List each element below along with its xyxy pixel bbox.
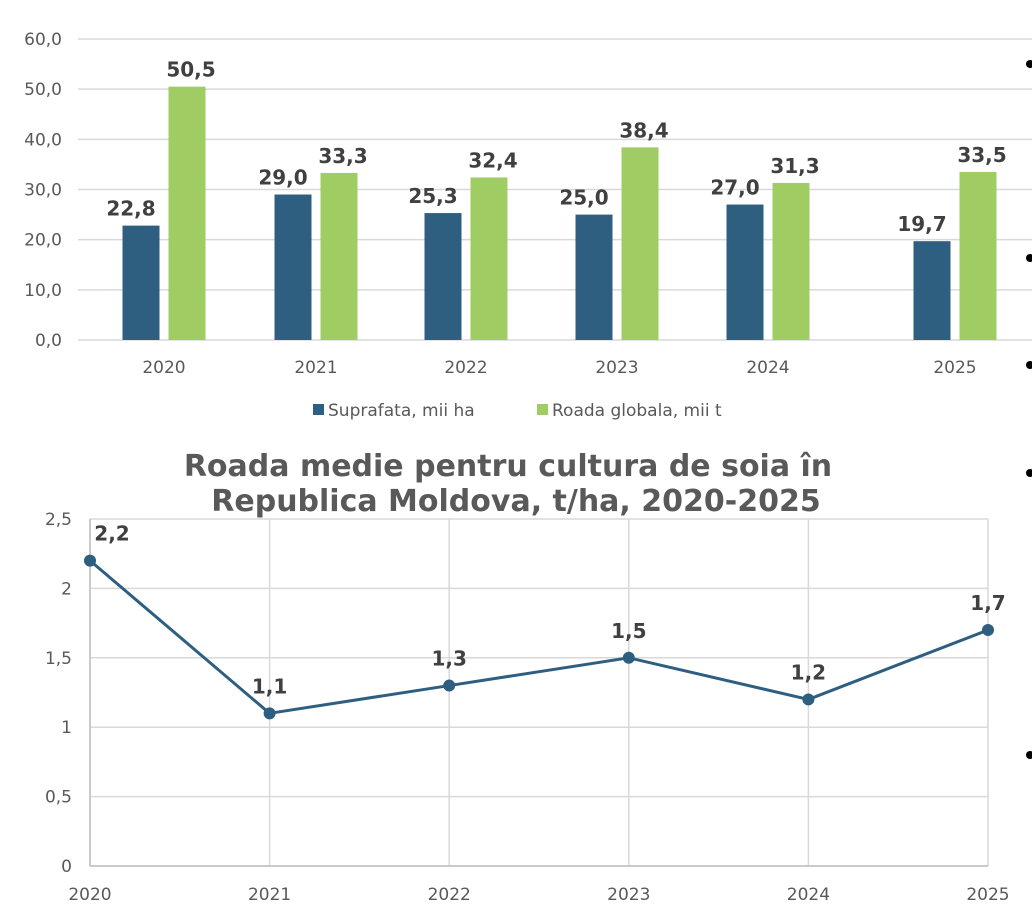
line-x-tick-label: 2024	[787, 885, 830, 905]
data-label-roada-globala-2023: 38,4	[619, 118, 668, 142]
bar-y-tick-label: 0,0	[35, 331, 62, 351]
line-point-2024	[802, 693, 815, 706]
bar-roada-globala-2021	[320, 172, 358, 340]
data-label-suprafata-2021: 29,0	[258, 166, 307, 190]
bar-roada-globala-2024	[772, 182, 810, 340]
bar-roada-globala-2025	[959, 171, 997, 340]
line-y-tick-label: 1,5	[45, 649, 72, 669]
line-chart-data-labels: 2,2 1,1 1,3 1,5 1,2 1,7	[94, 522, 1005, 699]
line-y-tick-label: 2,5	[45, 510, 72, 530]
bar-x-tick-label: 2024	[746, 358, 789, 378]
line-y-tick-label: 2	[61, 579, 72, 599]
line-data-label-2024: 1,2	[791, 660, 826, 684]
line-data-label-2025: 1,7	[970, 591, 1005, 615]
line-y-tick-label: 0,5	[45, 788, 72, 808]
data-label-roada-globala-2025: 33,5	[957, 143, 1006, 167]
bar-y-tick-label: 40,0	[24, 130, 62, 150]
line-chart-title-line-2: Republica Moldova, t/ha, 2020-2025	[211, 484, 820, 519]
bar-x-tick-label: 2021	[294, 358, 337, 378]
data-label-roada-globala-2024: 31,3	[770, 154, 819, 178]
line-chart-title-line-1: Roada medie pentru cultura de soia în	[184, 449, 832, 484]
line-y-tick-label: 0	[61, 857, 72, 877]
line-data-label-2022: 1,3	[431, 647, 466, 671]
legend-label-suprafata: Suprafata, mii ha	[328, 401, 475, 421]
line-chart-gridlines	[89, 518, 989, 867]
bar-x-tick-label: 2020	[142, 358, 185, 378]
bar-chart-legend: Suprafata, mii ha Roada globala, mii t	[313, 401, 722, 421]
bar-x-tick-label: 2025	[933, 358, 976, 378]
bar-suprafata-2024	[726, 204, 764, 340]
legend-label-roada-globala: Roada globala, mii t	[552, 401, 722, 421]
legend-swatch-roada-globala	[537, 404, 548, 415]
bar-suprafata-2023	[575, 214, 613, 340]
data-label-suprafata-2020: 22,8	[106, 197, 155, 221]
line-data-label-2023: 1,5	[611, 619, 646, 643]
line-point-2023	[622, 651, 635, 664]
bar-suprafata-2025	[913, 241, 951, 340]
line-point-2022	[443, 679, 456, 692]
line-chart-series	[84, 554, 994, 720]
bar-y-tick-label: 30,0	[24, 181, 62, 201]
data-label-suprafata-2022: 25,3	[408, 184, 457, 208]
bar-y-tick-label: 10,0	[24, 281, 62, 301]
line-x-tick-label: 2022	[428, 885, 471, 905]
line-data-label-2021: 1,1	[252, 674, 287, 698]
bar-chart-x-axis: 2020 2021 2022 2023 2024 2025	[142, 358, 976, 378]
data-label-roada-globala-2020: 50,5	[166, 58, 215, 82]
bar-x-tick-label: 2022	[444, 358, 487, 378]
data-label-roada-globala-2021: 33,3	[318, 144, 367, 168]
bar-chart-y-axis: 0,0 10,0 20,0 30,0 40,0 50,0 60,0	[24, 30, 62, 351]
bar-y-tick-label: 20,0	[24, 231, 62, 251]
bar-chart: 0,0 10,0 20,0 30,0 40,0 50,0 60,0 22,8 50,5 29,0…	[24, 30, 1032, 421]
line-point-2021	[263, 707, 276, 720]
legend-swatch-suprafata	[313, 404, 324, 415]
bar-roada-globala-2020	[168, 86, 206, 341]
bar-suprafata-2020	[122, 225, 160, 340]
line-x-tick-label: 2020	[68, 885, 111, 905]
bullet-icon	[1026, 751, 1032, 759]
data-label-roada-globala-2022: 32,4	[468, 148, 517, 172]
line-x-tick-label: 2021	[248, 885, 291, 905]
line-chart-x-axis: 2020 2021 2022 2023 2024 2025	[68, 885, 1009, 905]
bar-roada-globala-2023	[621, 147, 659, 340]
bar-suprafata-2021	[274, 194, 312, 340]
data-label-suprafata-2025: 19,7	[897, 212, 946, 236]
line-data-label-2020: 2,2	[94, 522, 129, 546]
bar-roada-globala-2022	[470, 177, 508, 340]
bar-x-tick-label: 2023	[595, 358, 638, 378]
bar-chart-bars	[122, 86, 997, 341]
line-series-path	[89, 559, 989, 715]
line-point-2020	[84, 554, 96, 567]
data-label-suprafata-2024: 27,0	[710, 176, 759, 200]
bullet-icon	[1026, 469, 1032, 477]
line-x-tick-label: 2023	[607, 885, 650, 905]
line-chart-y-axis: 0 0,5 1 1,5 2 2,5	[45, 510, 72, 877]
line-y-tick-label: 1	[61, 718, 72, 738]
line-point-2025	[982, 624, 994, 637]
data-label-suprafata-2023: 25,0	[559, 186, 608, 210]
bar-chart-data-labels: 22,8 50,5 29,0 33,3 25,3 32,4 25,0 38,4 27,0 31,3…	[106, 58, 1006, 237]
bar-y-tick-label: 50,0	[24, 80, 62, 100]
bar-y-tick-label: 60,0	[24, 30, 62, 50]
bar-chart-gridlines	[78, 38, 1032, 341]
line-x-tick-label: 2025	[966, 885, 1009, 905]
bar-suprafata-2022	[424, 213, 462, 340]
